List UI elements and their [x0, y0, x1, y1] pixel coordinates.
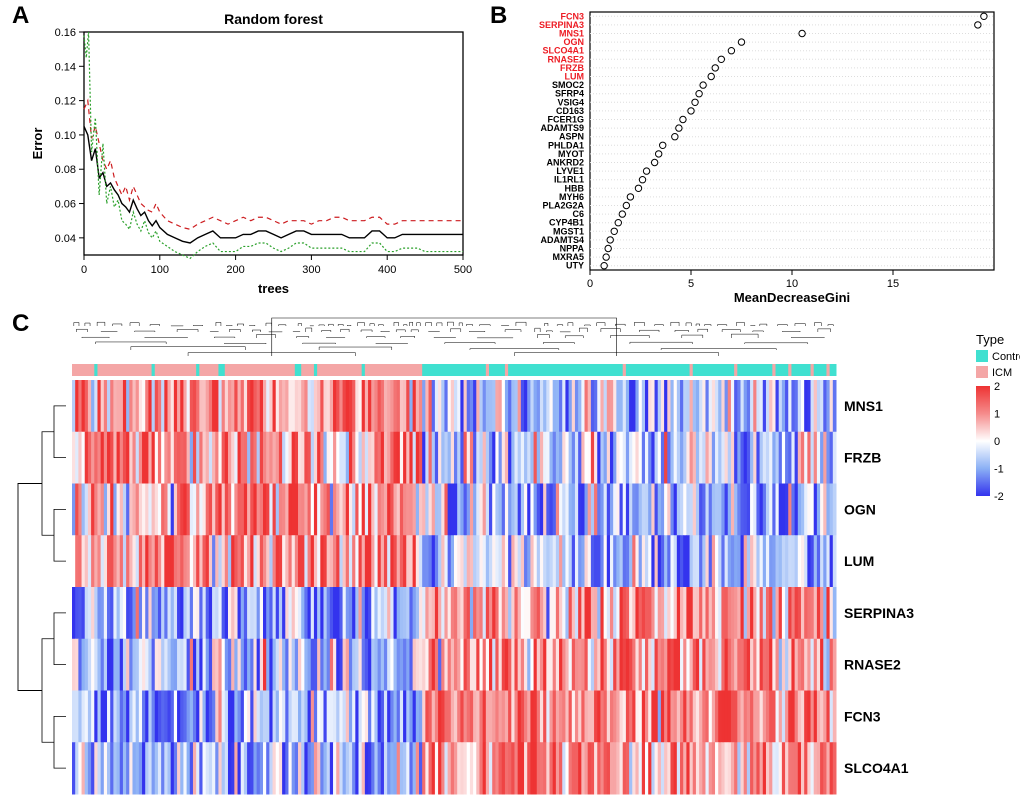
svg-text:MeanDecreaseGini: MeanDecreaseGini — [734, 290, 850, 305]
svg-text:FRZB: FRZB — [844, 450, 881, 466]
svg-text:0.08: 0.08 — [55, 164, 76, 176]
svg-text:Error: Error — [30, 128, 45, 160]
svg-text:5: 5 — [688, 278, 694, 290]
svg-text:15: 15 — [887, 278, 899, 290]
svg-text:0.16: 0.16 — [55, 27, 76, 39]
svg-text:100: 100 — [151, 264, 169, 276]
svg-text:Random forest: Random forest — [224, 11, 323, 27]
svg-text:200: 200 — [226, 264, 244, 276]
svg-text:0.10: 0.10 — [55, 130, 76, 142]
svg-text:0.06: 0.06 — [55, 199, 76, 211]
svg-text:LUM: LUM — [844, 553, 874, 569]
svg-text:400: 400 — [378, 264, 396, 276]
svg-text:300: 300 — [302, 264, 320, 276]
svg-text:MNS1: MNS1 — [844, 398, 883, 414]
svg-text:-2: -2 — [994, 491, 1004, 503]
svg-text:1: 1 — [994, 409, 1000, 421]
svg-text:Type: Type — [976, 332, 1004, 347]
svg-text:SLCO4A1: SLCO4A1 — [844, 760, 909, 776]
panel-A-random-forest-error: 0 100 200 300 400 500 0.04 0.06 0.08 0.10 0.12 0.14… — [28, 6, 473, 301]
svg-text:0.12: 0.12 — [55, 96, 76, 108]
svg-text:OGN: OGN — [844, 501, 876, 517]
figure-stage: A B C 01002003004005000.040.060.080.100.… — [0, 0, 1020, 804]
svg-text:0.14: 0.14 — [55, 61, 76, 73]
svg-text:UTY: UTY — [566, 261, 584, 271]
panel-C-heatmap: MNS1 FRZB OGN LUM SERPINA3 RNASE2 FCN3 SLCO4A1 T… — [0, 316, 1020, 800]
panel-label-A: A — [12, 2, 29, 30]
svg-text:0: 0 — [994, 436, 1000, 448]
svg-text:10: 10 — [786, 278, 798, 290]
svg-text:trees: trees — [258, 281, 289, 296]
panel-B-gini-dotplot: FCN3SERPINA3MNS1OGNSLCO4A1RNASE2FRZBLUMS… — [498, 6, 1008, 306]
svg-text:RNASE2: RNASE2 — [844, 657, 901, 673]
svg-text:500: 500 — [454, 264, 472, 276]
svg-text:2: 2 — [994, 381, 1000, 393]
svg-text:SERPINA3: SERPINA3 — [844, 605, 914, 621]
svg-text:0: 0 — [587, 278, 593, 290]
svg-text:FCN3: FCN3 — [844, 708, 881, 724]
svg-text:-1: -1 — [994, 464, 1004, 476]
svg-text:Control: Control — [992, 351, 1020, 363]
svg-text:0: 0 — [81, 264, 87, 276]
svg-text:ICM: ICM — [992, 367, 1012, 379]
svg-text:0.04: 0.04 — [55, 233, 76, 245]
